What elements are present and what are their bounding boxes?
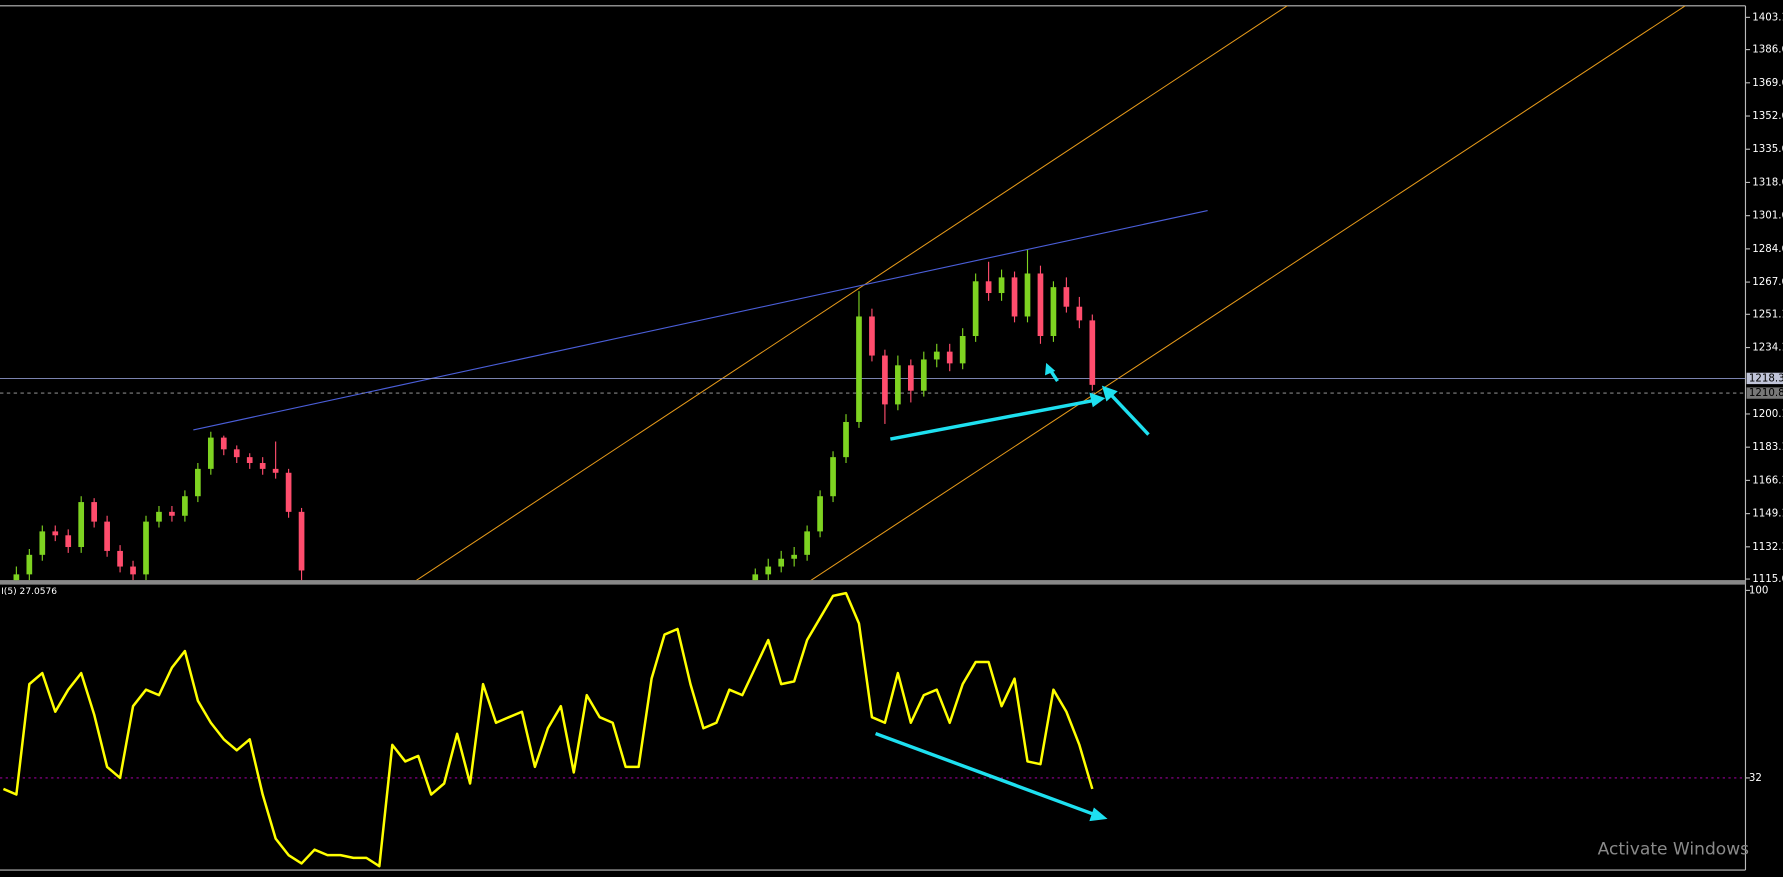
y-tick-label: 1234.1 (1752, 343, 1783, 354)
y-tick-label: 1132.1 (1752, 542, 1783, 553)
candle-body (752, 574, 759, 581)
candle-body (298, 511, 305, 571)
candle-body (895, 365, 901, 405)
pane-separator (0, 580, 1746, 585)
candle-body (804, 531, 810, 555)
candle-body (972, 281, 979, 337)
candle-body (233, 449, 240, 458)
channel-line (415, 5, 1289, 581)
y-tick-label: 1335.6 (1752, 144, 1783, 155)
price-label: 1210.8 (1749, 388, 1783, 399)
price-label: 1218.3 (1749, 373, 1783, 384)
y-tick-label: 1251.1 (1752, 309, 1783, 320)
candle-body (817, 496, 823, 532)
candle-body (869, 316, 875, 356)
candle-body (1011, 277, 1018, 317)
candle-body (1024, 273, 1031, 317)
arrow (1049, 369, 1059, 383)
rsi-pane: I(5) 27.0576 (0, 587, 1746, 868)
candle-body (246, 457, 253, 464)
candle-body (791, 554, 798, 559)
y-tick-label: 1403.1 (1752, 12, 1783, 23)
y-tick-label: 1386.6 (1752, 45, 1783, 56)
candle-body (1050, 287, 1057, 337)
candle-body (78, 502, 85, 548)
candle-body (195, 468, 201, 497)
candle-body (13, 574, 20, 581)
candle-body (259, 463, 266, 469)
y-tick-label: 1284.6 (1752, 244, 1783, 255)
channel-line (810, 5, 1686, 581)
y-tick-label: 1200.1 (1752, 409, 1783, 420)
y-tick-label: 1318.6 (1752, 177, 1783, 188)
y-tick-label: 1149.1 (1752, 509, 1783, 520)
watermark: Activate Windows (1598, 840, 1749, 860)
y-tick-label: 1301.6 (1752, 211, 1783, 222)
candle-body (882, 355, 888, 405)
candle-body (1037, 273, 1044, 337)
candle-body (998, 277, 1005, 294)
candle-body (985, 281, 992, 294)
arrow-head (1045, 362, 1056, 376)
candle-body (220, 437, 227, 450)
candle-body (91, 502, 97, 522)
annotations (874, 362, 1150, 822)
rsi-line (2, 591, 1094, 868)
candle-body (830, 457, 836, 497)
candle-body (39, 531, 46, 555)
candle-body (946, 351, 953, 364)
arrow (1108, 392, 1150, 436)
y-tick-label: 1369.6 (1752, 78, 1783, 89)
candle-body (169, 511, 175, 516)
candle-body (843, 421, 849, 458)
candle-body (130, 566, 136, 575)
candle-body (778, 558, 785, 567)
candle-body (207, 437, 214, 469)
candle-body (856, 316, 862, 422)
y-tick-label: 1267.6 (1752, 277, 1783, 288)
price-label-box (1746, 372, 1783, 385)
candle-body (65, 535, 72, 548)
candle-body (1063, 287, 1070, 307)
arrow-head (1089, 807, 1108, 822)
y-tick-label: 1115.6 (1752, 574, 1783, 585)
candle-body (117, 550, 123, 567)
candle-body (104, 521, 110, 551)
candle-body (272, 468, 279, 473)
candle-body (26, 554, 33, 575)
candle-body (52, 531, 59, 536)
price-label-box (1746, 387, 1783, 399)
candle-body (156, 511, 162, 522)
indicator-label: I(5) 27.0576 (1, 587, 57, 597)
candle-body (1089, 320, 1096, 385)
arrow-head (1101, 385, 1118, 402)
y-tick-label: 32 (1749, 773, 1762, 784)
candle-body (933, 351, 940, 360)
y-tick-label: 1183.1 (1752, 442, 1783, 453)
candle-body (143, 521, 149, 575)
candle-body (285, 472, 292, 512)
price-pane (0, 250, 1746, 581)
candle-body (1076, 306, 1083, 321)
arrow (890, 398, 1095, 441)
candle-body (959, 336, 966, 364)
arrow-head (1089, 392, 1106, 408)
y-tick-label: 1352.6 (1752, 111, 1783, 122)
y-tick-label: 100 (1749, 585, 1769, 596)
candle-body (765, 566, 772, 575)
y-tick-label: 1166.1 (1752, 475, 1783, 486)
candle-body (907, 365, 914, 391)
arrow (874, 731, 1095, 816)
candle-body (920, 359, 927, 391)
candle-body (182, 496, 188, 516)
